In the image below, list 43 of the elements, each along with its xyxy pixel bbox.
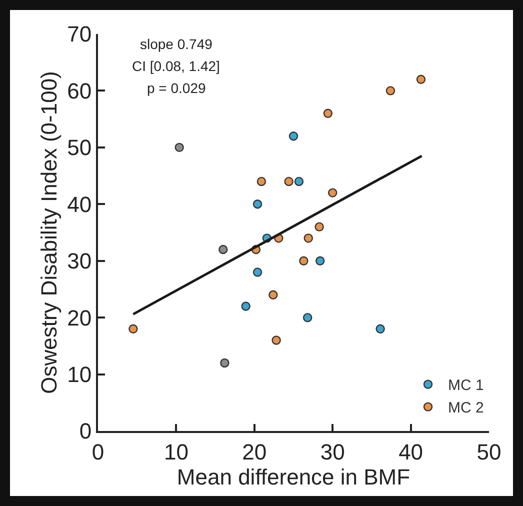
annotation: p = 0.029	[147, 80, 206, 96]
x-axis-title: Mean difference in BMF	[176, 464, 410, 490]
y-tick-label: 20	[67, 305, 92, 330]
legend-label: MC 1	[448, 377, 484, 394]
point	[284, 176, 294, 186]
x-tick-label: 10	[164, 439, 188, 464]
point	[323, 108, 333, 118]
point	[315, 256, 325, 266]
y-tick-label: 40	[67, 192, 92, 217]
point	[174, 142, 184, 152]
point	[302, 312, 312, 322]
legend-label: MC 2	[448, 400, 484, 417]
point	[128, 324, 138, 334]
x-tick-label: 40	[398, 439, 424, 464]
x-tick-label: 50	[476, 439, 502, 464]
point	[252, 268, 262, 277]
point	[294, 176, 304, 186]
point	[304, 234, 313, 243]
point	[241, 302, 250, 311]
point	[299, 256, 308, 266]
y-tick-label: 30	[67, 248, 92, 274]
point	[272, 336, 281, 345]
point	[220, 358, 230, 368]
point	[252, 200, 262, 209]
point	[268, 290, 278, 300]
point	[376, 324, 385, 334]
x-tick-label: 30	[320, 439, 345, 464]
annotation: CI [0.08, 1.42]	[132, 58, 220, 74]
y-axis-title: Oswestry Disability Index (0-100)	[36, 71, 62, 394]
y-tick-label: 70	[67, 22, 92, 47]
point	[256, 176, 266, 186]
y-tick-label: 0	[79, 418, 92, 444]
y-tick-label: 50	[67, 135, 92, 160]
annotation: slope 0.749	[140, 36, 213, 52]
x-tick-label: 20	[242, 439, 267, 464]
point	[416, 74, 426, 84]
y-tick-label: 60	[67, 78, 92, 104]
y-tick-label: 10	[67, 362, 92, 387]
point	[288, 131, 298, 141]
point	[218, 244, 228, 254]
point	[386, 86, 396, 96]
point	[314, 222, 324, 232]
point	[328, 188, 338, 198]
